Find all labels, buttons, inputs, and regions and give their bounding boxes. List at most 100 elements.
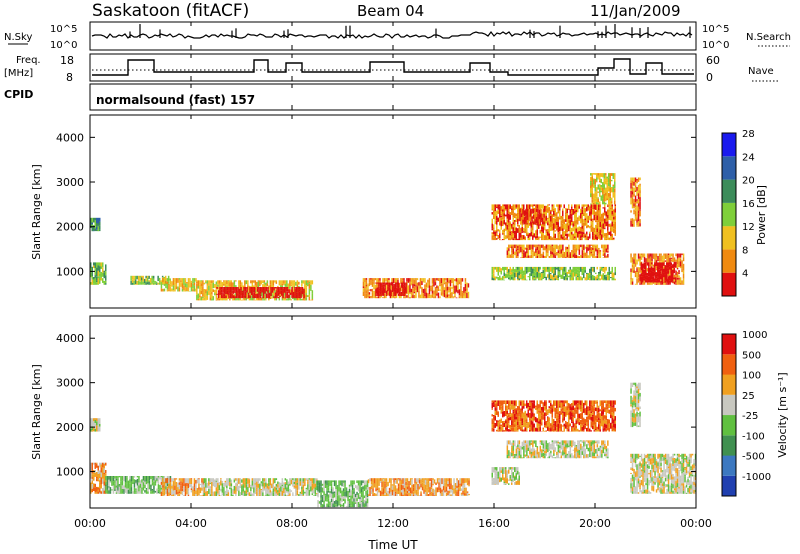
data-cell (413, 284, 416, 287)
data-cell (408, 485, 410, 491)
data-cell (330, 493, 333, 499)
data-cell (542, 429, 544, 432)
data-cell (554, 275, 556, 279)
data-cell (569, 253, 572, 258)
data-cell (251, 480, 254, 486)
data-cell (166, 284, 169, 290)
data-cell (283, 280, 285, 284)
data-cell (407, 278, 410, 283)
data-cell (494, 410, 496, 416)
data-cell (193, 282, 196, 286)
data-cell (156, 479, 158, 482)
data-cell (157, 489, 160, 492)
data-cell (605, 221, 607, 227)
data-cell (493, 266, 495, 270)
data-cell (267, 287, 269, 290)
data-cell (580, 244, 582, 248)
data-cell (408, 481, 410, 484)
data-cell (162, 487, 164, 491)
data-cell (428, 294, 431, 296)
data-cell (444, 490, 446, 493)
data-cell (232, 282, 234, 288)
data-cell (112, 477, 115, 482)
data-cell (517, 224, 519, 227)
data-cell (630, 253, 632, 258)
data-cell (344, 499, 346, 504)
data-cell (405, 493, 407, 496)
noise-tick-bottom-right: 10^0 (702, 40, 729, 51)
data-cell (550, 278, 552, 281)
data-cell (468, 484, 470, 487)
data-cell (382, 282, 385, 285)
data-cell (336, 495, 339, 501)
data-cell (335, 504, 337, 507)
data-cell (137, 275, 140, 281)
data-cell (605, 216, 607, 218)
data-cell (541, 415, 543, 420)
data-cell (255, 293, 257, 297)
data-cell (612, 184, 614, 187)
data-cell (584, 204, 586, 207)
data-cell (545, 412, 547, 416)
data-cell (308, 487, 311, 490)
data-cell (583, 257, 585, 258)
data-cell (652, 253, 655, 259)
data-cell (304, 289, 306, 296)
data-cell (226, 494, 228, 496)
data-cell (572, 209, 574, 215)
data-cell (233, 284, 236, 288)
data-cell (563, 231, 565, 236)
data-cell (223, 294, 226, 297)
data-cell (527, 411, 529, 418)
data-cell (96, 425, 98, 432)
data-cell (512, 418, 514, 424)
data-cell (302, 488, 305, 491)
data-cell (597, 198, 599, 203)
data-cell (460, 492, 463, 495)
data-cell (551, 204, 553, 207)
data-cell (502, 405, 504, 411)
data-cell (518, 400, 520, 406)
data-cell (636, 283, 638, 285)
data-cell (460, 288, 462, 293)
data-cell (465, 478, 467, 483)
data-cell (217, 280, 219, 285)
data-cell (530, 231, 532, 237)
data-cell (367, 494, 370, 496)
data-cell (566, 228, 568, 233)
data-cell (614, 278, 616, 281)
data-cell (365, 285, 368, 288)
data-cell (166, 476, 169, 478)
data-cell (581, 231, 583, 238)
data-cell (515, 273, 517, 277)
data-cell (427, 494, 430, 496)
data-cell (376, 484, 379, 489)
data-cell (630, 220, 632, 227)
data-cell (604, 274, 606, 280)
data-cell (301, 280, 303, 284)
cpid-program: normalsound (fast) 157 (96, 93, 255, 107)
data-cell (244, 482, 246, 488)
data-cell (464, 293, 467, 296)
data-cell (545, 405, 547, 410)
data-cell (409, 278, 411, 282)
data-cell (672, 269, 674, 273)
data-cell (142, 486, 145, 491)
data-cell (397, 278, 399, 280)
data-cell (652, 266, 655, 268)
data-cell (597, 177, 599, 179)
data-cell (526, 419, 528, 422)
data-cell (235, 493, 237, 496)
data-cell (330, 484, 333, 487)
data-cell (452, 278, 455, 281)
data-cell (268, 285, 270, 287)
data-cell (522, 219, 524, 224)
data-cell (577, 272, 579, 277)
data-cell (232, 489, 234, 495)
data-cell (581, 247, 584, 250)
data-cell (605, 192, 607, 196)
data-cell (260, 490, 263, 496)
data-cell (590, 193, 592, 198)
